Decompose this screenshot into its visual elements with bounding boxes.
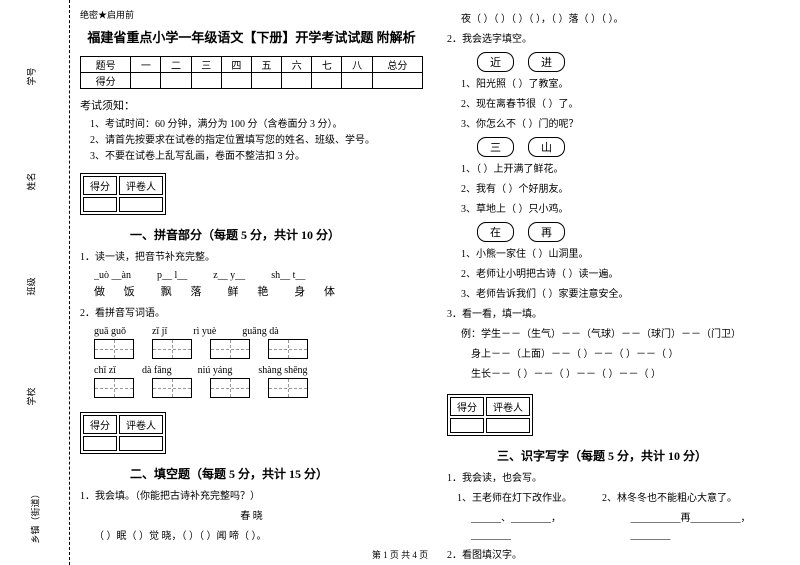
binding-margin: 乡镇（街道） 学校 班级 姓名 学号 (0, 0, 70, 565)
q1-stem: 1．读一读，把音节补充完整。 (80, 249, 423, 266)
oval-san: 三 (477, 137, 514, 157)
score-h-2: 二 (161, 57, 191, 73)
notice-list: 1、考试时间：60 分钟，满分为 100 分（含卷面分 3 分）。 2、请首先按… (90, 117, 423, 165)
score-h-1: 一 (131, 57, 161, 73)
q1-p-0: _uò __àn (94, 270, 131, 281)
pair3: 在 再 (477, 222, 790, 242)
q2-grid1 (94, 339, 423, 359)
page-content: 绝密★启用前 福建省重点小学一年级语文【下册】开学考试试题 附解析 题号 一 二… (80, 8, 790, 545)
score-value-row: 得分 (81, 73, 423, 89)
p3-2: 2、老师让小明把古诗（ ）读一遍。 (461, 266, 790, 283)
score-header-row: 题号 一 二 三 四 五 六 七 八 总分 (81, 57, 423, 73)
q1-c-1: 飘 落 (161, 283, 210, 299)
q1-p-3: sh__ t__ (271, 270, 305, 281)
score-h-6: 六 (282, 57, 312, 73)
binding-label-school: 学校 (25, 387, 38, 405)
score-h-8: 八 (342, 57, 372, 73)
score-h-7: 七 (312, 57, 342, 73)
oval-jin1: 近 (477, 52, 514, 72)
poem-line2: 夜（ ）（ ）（ ）（ ），（ ）落（ ）（ ）。 (461, 11, 790, 28)
oval-zai1: 在 (477, 222, 514, 242)
left-column: 绝密★启用前 福建省重点小学一年级语文【下册】开学考试试题 附解析 题号 一 二… (80, 8, 423, 545)
notice-1: 1、考试时间：60 分钟，满分为 100 分（含卷面分 3 分）。 (90, 117, 423, 133)
notice-header: 考试须知： (80, 97, 423, 113)
tian-cell (94, 339, 134, 359)
scorebox-r: 评卷人 (119, 176, 163, 195)
score-h-5: 五 (251, 57, 281, 73)
q1-p-1: p__ l__ (157, 270, 187, 281)
p2-3: 3、草地上（ ）只小鸡。 (461, 201, 790, 218)
s3-i2: 2、林冬冬也不能粗心大意了。 (602, 490, 737, 507)
section-3-title: 三、识字写字（每题 5 分，共计 10 分） (497, 447, 790, 464)
notice-2: 2、请首先按要求在试卷的指定位置填写您的姓名、班级、学号。 (90, 133, 423, 149)
q1-pinyin: _uò __àn p__ l__ z__ y__ sh__ t__ (94, 270, 423, 281)
p1-3: 3、你怎么不（ ）门的呢？ (461, 116, 790, 133)
pair1: 近 进 (477, 52, 790, 72)
s2-l2: 生长－－（ ）－－（ ）－－（ ）－－（ ） (471, 366, 790, 383)
s2-q3: 3．看一看，填一填。 (447, 306, 790, 323)
scorebox-1: 得分评卷人 (80, 173, 166, 215)
score-h-3: 三 (191, 57, 221, 73)
q2-grid2 (94, 378, 423, 398)
oval-jin2: 进 (528, 52, 565, 72)
poem-title: 春 晓 (80, 508, 423, 525)
poem-line1: （ ）眠（ ）觉 晓，（ ）（ ）闻 啼（ ）。 (94, 528, 423, 545)
s2-ex: 例：学生－－（生气）－－（气球）－－（球门）－－（门卫） (461, 326, 790, 343)
q1-c-2: 鲜 艳 (228, 283, 277, 299)
q1-p-2: z__ y__ (213, 270, 245, 281)
score-h-4: 四 (221, 57, 251, 73)
binding-label-name: 姓名 (25, 172, 38, 190)
q1-c-0: 做 饭 (94, 283, 143, 299)
oval-shan: 山 (528, 137, 565, 157)
s3-q1: 1．我会读，也会写。 (447, 470, 790, 487)
score-h-0: 题号 (81, 57, 131, 73)
scorebox-l: 得分 (83, 176, 117, 195)
s3-blankrow: ______、________，________ __________再____… (471, 510, 790, 544)
s3-row: 1、王老师在灯下改作业。 2、林冬冬也不能粗心大意了。 (457, 490, 790, 507)
s3-b1: ______、________，________ (471, 510, 601, 544)
s2-q2: 2．我会选字填空。 (447, 31, 790, 48)
right-column: 夜（ ）（ ）（ ）（ ），（ ）落（ ）（ ）。 2．我会选字填空。 近 进 … (447, 8, 790, 545)
score-cell (131, 73, 161, 89)
binding-label-id: 学号 (25, 67, 38, 85)
p2-2: 2、我有（ ）个好朋友。 (461, 181, 790, 198)
notice-3: 3、不要在试卷上乱写乱画，卷面不整洁扣 3 分。 (90, 149, 423, 165)
score-table: 题号 一 二 三 四 五 六 七 八 总分 得分 (80, 56, 423, 89)
p1-1: 1、阳光照（ ）了教室。 (461, 76, 790, 93)
p1-2: 2、现在离春节很（ ）了。 (461, 96, 790, 113)
page-footer: 第 1 页 共 4 页 (0, 548, 800, 561)
q2-p1: guā guǒ zǐ jǐ rì yuè guāng dà (94, 326, 423, 337)
q1-c-3: 身 体 (294, 283, 343, 299)
score-h-9: 总分 (372, 57, 422, 73)
q2-stem: 2．看拼音写词语。 (80, 305, 423, 322)
s3-i1: 1、王老师在灯下改作业。 (457, 490, 572, 507)
p3-1: 1、小熊一家住（ ）山洞里。 (461, 246, 790, 263)
score-row-label: 得分 (81, 73, 131, 89)
binding-label-town: 乡镇（街道） (29, 489, 42, 543)
s2-l1: 身上－－（上面）－－（ ）－－（ ）－－（ ） (471, 346, 790, 363)
q1-chars: 做 饭 飘 落 鲜 艳 身 体 (94, 283, 423, 299)
s3-b2: __________再__________，________ (631, 510, 790, 544)
oval-zai2: 再 (528, 222, 565, 242)
pair2: 三 山 (477, 137, 790, 157)
scorebox-2: 得分评卷人 (80, 412, 166, 454)
binding-label-class: 班级 (25, 277, 38, 295)
secret-label: 绝密★启用前 (80, 8, 423, 21)
scorebox-3: 得分评卷人 (447, 394, 533, 436)
section-1-title: 一、拼音部分（每题 5 分，共计 10 分） (130, 226, 423, 243)
q2-p2: chǐ zǐ dà fāng niú yáng shàng shēng (94, 365, 423, 376)
exam-title: 福建省重点小学一年级语文【下册】开学考试试题 附解析 (80, 27, 423, 46)
s2-q1: 1．我会填。（你能把古诗补充完整吗？） (80, 488, 423, 505)
p2-1: 1、（ ）上开满了鲜花。 (461, 161, 790, 178)
section-2-title: 二、填空题（每题 5 分，共计 15 分） (130, 465, 423, 482)
p3-3: 3、老师告诉我们（ ）家要注意安全。 (461, 286, 790, 303)
